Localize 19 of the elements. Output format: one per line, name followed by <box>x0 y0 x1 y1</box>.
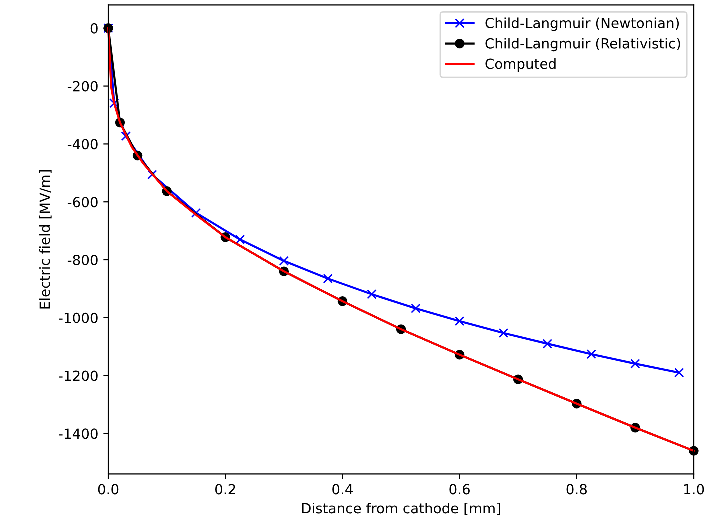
y-axis-title: Electric field [MV/m] <box>39 170 52 309</box>
x-tick-label: 1.0 <box>684 484 704 495</box>
y-tick-label: -200 <box>68 81 98 92</box>
y-tick-label: -800 <box>68 254 98 266</box>
y-tick-label: 0 <box>90 23 98 34</box>
x-tick-label: 0.4 <box>332 484 353 495</box>
legend-label: Child-Langmuir (Newtonian) <box>486 18 680 32</box>
legend-label: Child-Langmuir (Relativistic) <box>486 38 680 52</box>
x-axis-title: Distance from cathode [mm] <box>302 502 500 516</box>
x-tick-label: 0.8 <box>566 484 588 495</box>
y-tick-label: -1000 <box>59 312 98 324</box>
y-tick-label: -1400 <box>59 428 98 440</box>
y-tick-label: -400 <box>68 139 98 150</box>
x-tick-label: 0.6 <box>450 484 470 495</box>
legend-label: Computed <box>486 58 556 72</box>
y-tick-label: -600 <box>68 197 98 208</box>
x-tick-label: 0.2 <box>215 484 236 495</box>
x-tick-label: 0.0 <box>98 484 119 495</box>
y-tick-label: -1200 <box>59 370 98 382</box>
